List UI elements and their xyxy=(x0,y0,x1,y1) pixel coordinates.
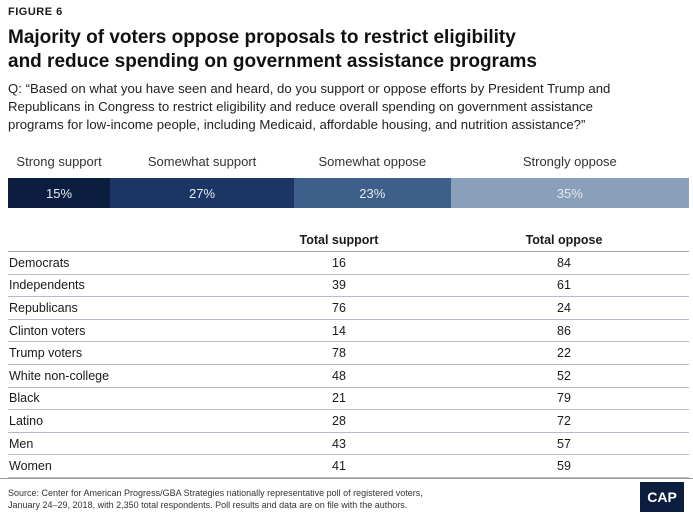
table-row: Independents 39 61 xyxy=(8,275,689,298)
table-row: White non-college 48 52 xyxy=(8,365,689,388)
question-line-1: Q: “Based on what you have seen and hear… xyxy=(8,81,611,96)
row-oppose-value: 84 xyxy=(557,255,571,270)
row-support-value: 41 xyxy=(332,459,346,474)
table-row: Democrats 16 84 xyxy=(8,252,689,275)
source-note: Source: Center for American Progress/GBA… xyxy=(8,487,568,511)
table-row: Black 21 79 xyxy=(8,388,689,411)
stacked-segment-2: 27% xyxy=(110,178,294,208)
row-support-value: 28 xyxy=(332,413,346,428)
table-body: Democrats 16 84 Independents 39 61 Republicans… xyxy=(8,252,689,478)
row-oppose-value: 22 xyxy=(557,346,571,361)
table-row: Trump voters 78 22 xyxy=(8,342,689,365)
row-group: Republicans xyxy=(9,300,78,315)
row-support-value: 14 xyxy=(332,323,346,338)
table-row: Clinton voters 14 86 xyxy=(8,320,689,343)
figure-label: FIGURE 6 xyxy=(8,6,63,18)
stacked-bar: 15% 27% 23% 35% xyxy=(8,178,689,208)
row-support-value: 21 xyxy=(332,391,346,406)
row-oppose-value: 72 xyxy=(557,413,571,428)
segment-value-label: 27% xyxy=(189,185,216,201)
row-support-value: 43 xyxy=(332,436,346,451)
row-support-value: 39 xyxy=(332,278,346,293)
row-group: Women xyxy=(9,459,52,474)
segment-value-label: 35% xyxy=(556,185,583,201)
cap-logo: CAP xyxy=(640,482,684,512)
title-line-2: and reduce spending on government assist… xyxy=(8,51,537,72)
row-support-value: 76 xyxy=(332,300,346,315)
question-line-3: programs for low-income people, includin… xyxy=(8,117,586,132)
chart-title: Majority of voters oppose proposals to r… xyxy=(8,26,678,74)
stacked-segment-1: 15% xyxy=(8,178,111,208)
survey-question: Q: “Based on what you have seen and hear… xyxy=(8,80,688,134)
row-group: White non-college xyxy=(9,368,110,383)
segment-value-label: 23% xyxy=(359,185,386,201)
stacked-bar-category-labels: Strong support Somewhat support Somewhat o… xyxy=(8,154,689,172)
row-group: Latino xyxy=(9,413,44,428)
row-oppose-value: 61 xyxy=(557,278,571,293)
stacked-segment-3: 23% xyxy=(294,178,451,208)
row-support-value: 78 xyxy=(332,346,346,361)
row-group: Trump voters xyxy=(9,346,83,361)
title-line-1: Majority of voters oppose proposals to r… xyxy=(8,27,516,48)
table-row: Latino 28 72 xyxy=(8,410,689,433)
segment-category-label: Strongly oppose xyxy=(522,154,617,169)
source-line-2: January 24–29, 2018, with 2,350 total re… xyxy=(8,500,408,510)
segment-value-label: 15% xyxy=(46,185,73,201)
header-total-oppose: Total oppose xyxy=(525,233,603,247)
segment-category-label: Somewhat support xyxy=(147,154,257,169)
row-oppose-value: 79 xyxy=(557,391,571,406)
row-oppose-value: 86 xyxy=(557,323,571,338)
row-group: Clinton voters xyxy=(9,323,86,338)
row-oppose-value: 24 xyxy=(557,300,571,315)
results-table: Total support Total oppose Democrats 16 84… xyxy=(8,229,689,478)
table-row: Women 41 59 xyxy=(8,455,689,478)
table-row: Republicans 76 24 xyxy=(8,297,689,320)
footer-divider xyxy=(0,478,693,479)
row-oppose-value: 52 xyxy=(557,368,571,383)
segment-category-label: Somewhat oppose xyxy=(318,154,427,169)
row-group: Independents xyxy=(9,278,85,293)
row-oppose-value: 57 xyxy=(557,436,571,451)
stacked-segment-4: 35% xyxy=(450,178,689,208)
row-group: Democrats xyxy=(9,255,70,270)
source-line-1: Source: Center for American Progress/GBA… xyxy=(8,488,423,498)
row-oppose-value: 59 xyxy=(557,459,571,474)
row-support-value: 16 xyxy=(332,255,346,270)
segment-category-label: Strong support xyxy=(16,154,102,169)
row-support-value: 48 xyxy=(332,368,346,383)
question-line-2: Republicans in Congress to restrict elig… xyxy=(8,99,593,114)
row-group: Men xyxy=(9,436,34,451)
table-header: Total support Total oppose xyxy=(8,229,689,252)
table-row: Men 43 57 xyxy=(8,433,689,456)
row-group: Black xyxy=(9,391,40,406)
header-total-support: Total support xyxy=(299,233,379,247)
